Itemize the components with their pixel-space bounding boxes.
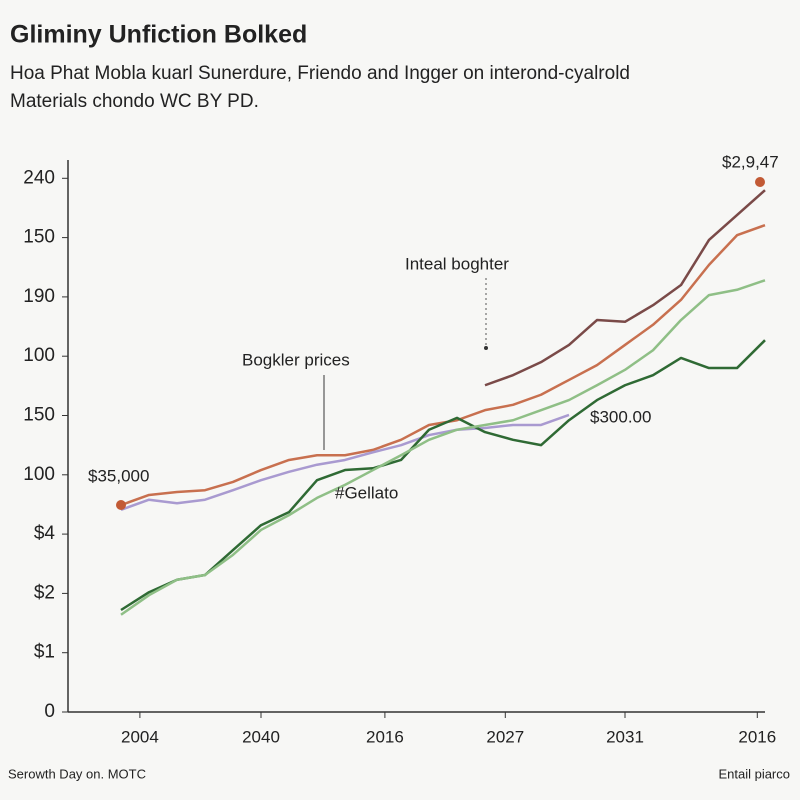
- x-tick-label: 2004: [121, 727, 159, 746]
- x-tick-label: 2027: [486, 727, 524, 746]
- footer: Serowth Day on. MOTC: [8, 766, 146, 781]
- x-tick-label: 2016: [738, 727, 776, 746]
- y-tick-label: 150: [23, 227, 55, 248]
- annotation: Inteal boghter: [405, 254, 509, 273]
- x-tick-label: 2016: [366, 727, 404, 746]
- y-tick-label: $4: [34, 523, 56, 544]
- y-tick-label: $2: [34, 582, 55, 603]
- y-tick-label: $1: [34, 642, 55, 663]
- y-tick-label: 240: [23, 167, 55, 188]
- y-tick-label: 190: [23, 286, 55, 307]
- subtitle: Hoa Phat Mobla kuarl Sunerdure, Friendo …: [10, 63, 630, 84]
- annotation: $2,9,47: [722, 152, 779, 171]
- series-line: [120, 339, 766, 612]
- y-tick-label: 150: [23, 405, 55, 426]
- y-tick-label: 0: [44, 701, 55, 722]
- chart-title: Gliminy Unfiction Bolked: [10, 21, 307, 49]
- subtitle: Materials chondo WC BY PD.: [10, 91, 259, 112]
- series-line: [120, 279, 766, 616]
- series-line: [484, 189, 766, 387]
- annotation: Bogkler prices: [242, 350, 350, 369]
- annotation-dot: [755, 177, 765, 187]
- x-tick-label: 2031: [606, 727, 644, 746]
- y-tick-label: 100: [23, 464, 55, 485]
- annotation: $300.00: [590, 407, 651, 426]
- annotation-dot: [484, 346, 488, 350]
- annotation-dot: [116, 500, 126, 510]
- footer: Entail piarco: [718, 766, 790, 781]
- annotation: #Gellato: [335, 483, 398, 502]
- y-tick-label: 100: [23, 345, 55, 366]
- x-tick-label: 2040: [242, 727, 280, 746]
- annotation: $35,000: [88, 466, 149, 485]
- series-line: [120, 413, 570, 511]
